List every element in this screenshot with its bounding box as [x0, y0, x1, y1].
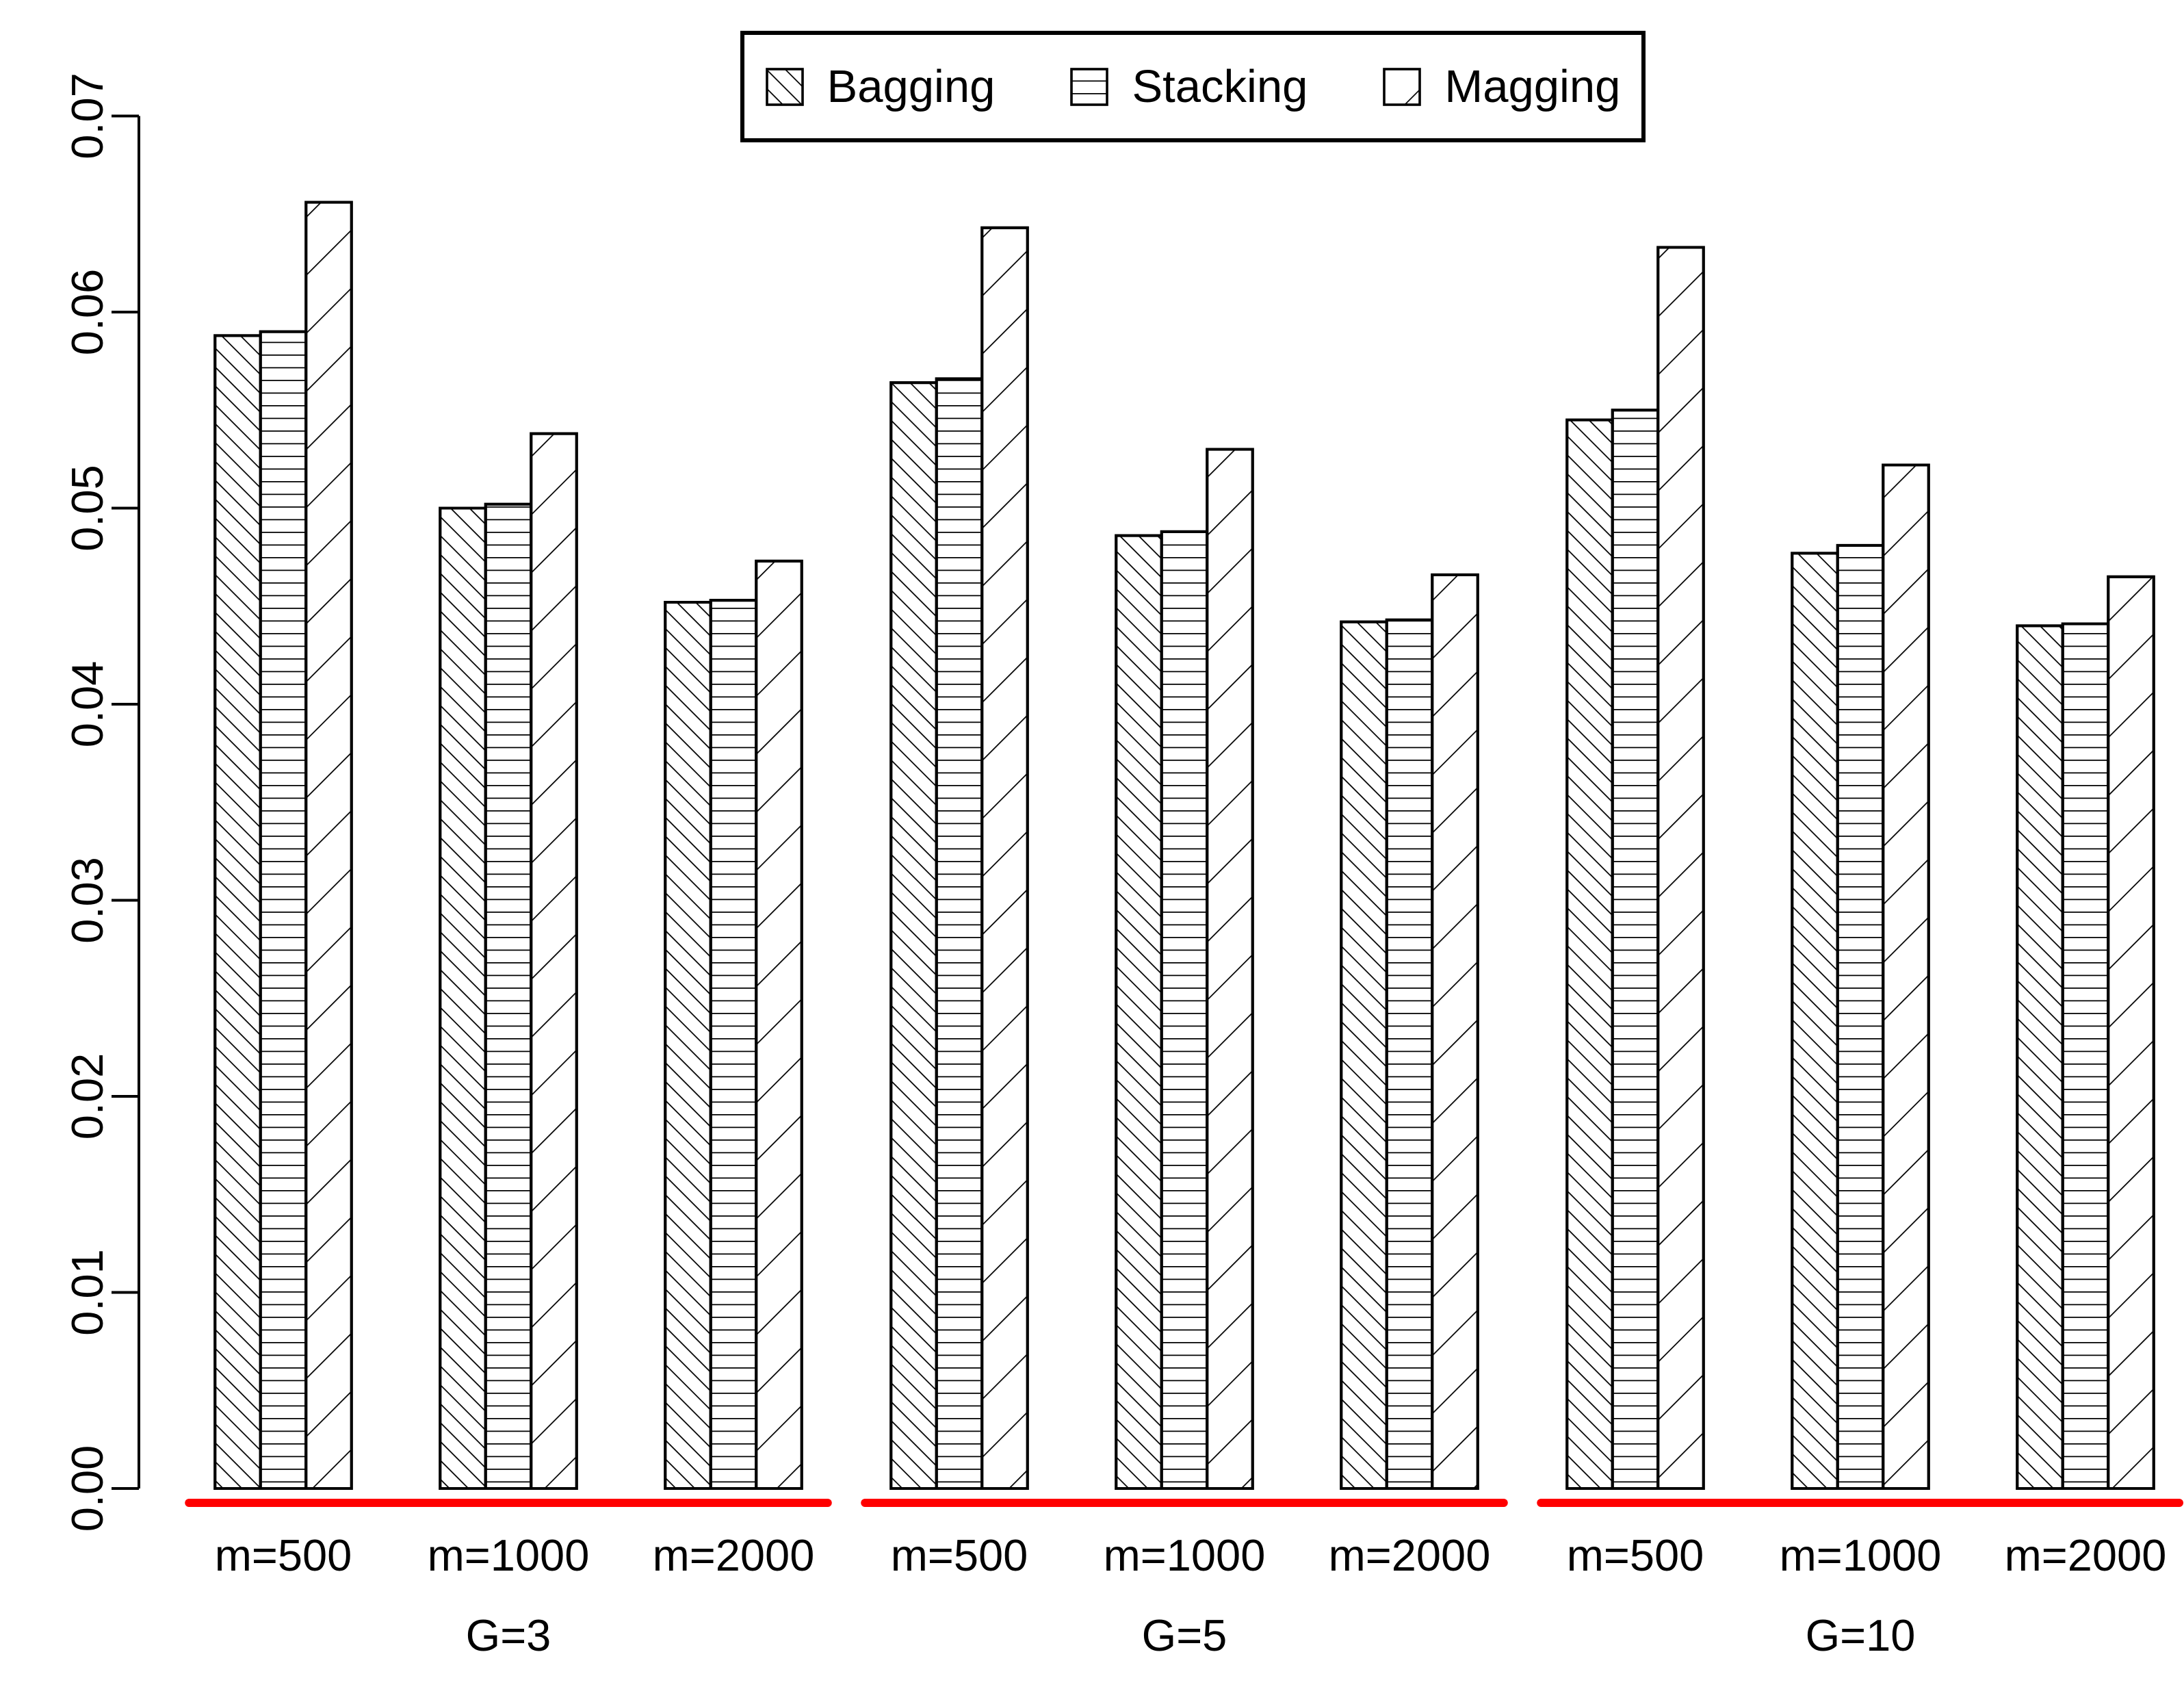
y-tick-label: 0.07	[62, 73, 112, 159]
group-label: G=3	[466, 1610, 551, 1660]
group-label: G=10	[1806, 1610, 1916, 1660]
bar-hatch-overlay	[1836, 543, 1885, 1490]
legend: Bagging Stacking Magging	[740, 31, 1646, 142]
bar-hatch-overlay	[1611, 409, 1660, 1490]
bar-hatch-overlay	[1791, 552, 1839, 1490]
x-axis-labels: m=500 m=1000 m=2000 G=3 m=500 m=1000 m=2000 G=5…	[215, 1530, 2167, 1660]
bar-hatch-overlay	[1882, 463, 1930, 1490]
bar-hatch-overlay	[935, 377, 984, 1490]
category-label: m=1000	[428, 1530, 590, 1580]
category-label: m=2000	[653, 1530, 815, 1580]
legend-label-magging: Magging	[1444, 61, 1621, 112]
legend-item-stacking: Stacking	[1070, 64, 1308, 109]
category-label: m=500	[891, 1530, 1028, 1580]
bar-hatch-overlay	[1160, 530, 1209, 1490]
y-tick-label: 0.01	[62, 1249, 112, 1336]
bar-hatch-overlay	[213, 334, 262, 1490]
bar-hatch-overlay	[259, 330, 308, 1490]
bar-hatch-overlay	[889, 381, 938, 1490]
bar-hatch-overlay	[304, 201, 353, 1490]
y-tick-label: 0.05	[62, 465, 112, 552]
bar-hatch-overlay	[2016, 624, 2064, 1490]
y-axis: 0.00 0.01 0.02 0.03 0.04 0.05 0.06 0.07	[62, 73, 140, 1532]
legend-label-bagging: Bagging	[827, 61, 996, 112]
legend-item-bagging: Bagging	[765, 61, 996, 112]
y-tick-label: 0.03	[62, 857, 112, 944]
bar-hatch-overlay	[484, 502, 533, 1490]
bar-hatch-overlay	[530, 432, 578, 1490]
category-label: m=500	[1567, 1530, 1704, 1580]
magging-hatch-icon	[1383, 67, 1422, 106]
bar-hatch-overlay	[755, 559, 803, 1490]
bar-hatch-overlay	[664, 601, 712, 1490]
bar-hatch-overlay	[439, 506, 487, 1490]
bars-layer	[213, 201, 2155, 1491]
bar-hatch-overlay	[1115, 534, 1163, 1490]
category-label: m=1000	[1780, 1530, 1942, 1580]
bar-hatch-overlay	[980, 226, 1029, 1490]
group-label: G=5	[1142, 1610, 1227, 1660]
bar-hatch-overlay	[709, 599, 758, 1490]
category-label: m=500	[215, 1530, 352, 1580]
category-label: m=2000	[1329, 1530, 1491, 1580]
y-tick-label: 0.02	[62, 1053, 112, 1140]
y-tick-label: 0.00	[62, 1445, 112, 1532]
category-label: m=1000	[1104, 1530, 1266, 1580]
legend-item-magging: Magging	[1383, 64, 1620, 109]
category-label: m=2000	[2005, 1530, 2167, 1580]
y-tick-label: 0.06	[62, 269, 112, 356]
bar-hatch-overlay	[1340, 620, 1388, 1490]
bar-hatch-overlay	[1206, 448, 1254, 1490]
bar-hatch-overlay	[1565, 418, 1614, 1491]
bagging-hatch-icon	[765, 67, 804, 106]
bar-hatch-overlay	[2107, 575, 2155, 1490]
bar-hatch-overlay	[1431, 573, 1479, 1490]
y-tick-label: 0.04	[62, 661, 112, 748]
bar-hatch-overlay	[1385, 618, 1434, 1490]
bar-hatch-overlay	[1656, 246, 1705, 1491]
stacking-hatch-icon	[1070, 67, 1109, 106]
bar-hatch-overlay	[2061, 622, 2110, 1490]
legend-label-stacking: Stacking	[1132, 61, 1308, 112]
